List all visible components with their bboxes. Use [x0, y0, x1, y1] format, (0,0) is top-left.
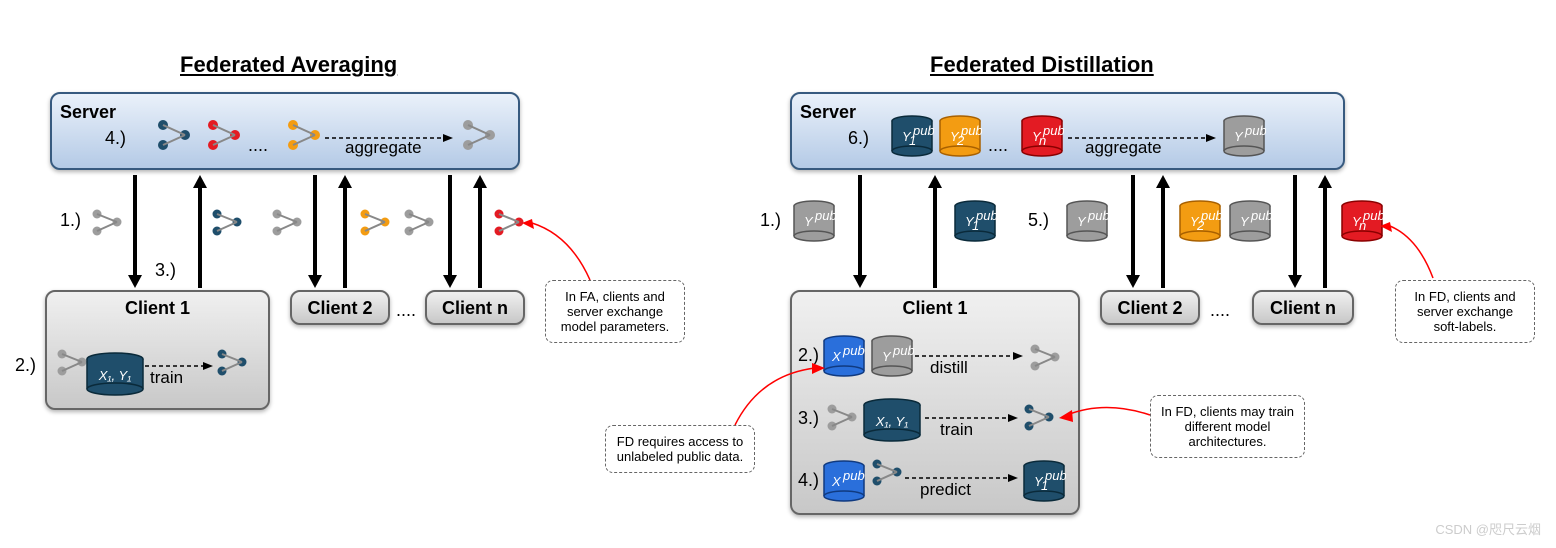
aggregate-label-right: aggregate: [1085, 138, 1162, 158]
svg-text:pub: pub: [960, 123, 982, 138]
note-fd-left: FD requires access to unlabeled public d…: [605, 425, 755, 473]
db-ypub-down-2: Ypub: [1065, 200, 1109, 244]
svg-text:X: X: [831, 474, 842, 489]
step-6-right: 6.): [848, 128, 869, 149]
dots-server-right: ....: [988, 135, 1008, 156]
net-icon-orange-c2: [358, 205, 393, 240]
svg-text:X: X: [831, 349, 842, 364]
note-fd-right: In FD, clients may train different model…: [1150, 395, 1305, 458]
db-y1pub-up: Y1pub: [953, 200, 997, 244]
svg-text:Y: Y: [882, 349, 892, 364]
client2-box-right: Client 2: [1100, 290, 1200, 325]
db-ypub-distill: Ypub: [870, 335, 914, 379]
client1-label-left: Client 1: [53, 298, 262, 319]
svg-text:pub: pub: [1200, 208, 1222, 223]
net-darkblue-train: [215, 345, 250, 380]
db-y1pub-predict: Y1pub: [1022, 460, 1066, 504]
step-4-right: 4.): [798, 470, 819, 491]
note-fd-top: In FD, clients and server exchange soft-…: [1395, 280, 1535, 343]
db-y2pub-up: Y2pub: [1178, 200, 1222, 244]
svg-text:pub: pub: [1042, 123, 1064, 138]
note-arrow-fa: [520, 215, 610, 285]
step-3-left: 3.): [155, 260, 176, 281]
db-xy-train-right: X₁, Y₁: [862, 398, 922, 442]
train-label-left: train: [150, 368, 183, 388]
aggregate-label-left: aggregate: [345, 138, 422, 158]
up-arrow-1-right: [920, 170, 950, 290]
dots-clients-right: ....: [1210, 300, 1230, 321]
distill-label: distill: [930, 358, 968, 378]
svg-text:pub: pub: [912, 123, 934, 138]
client1-label-right: Client 1: [798, 298, 1072, 319]
svg-text:pub: pub: [975, 208, 997, 223]
svg-text:pub: pub: [1044, 468, 1066, 483]
svg-text:pub: pub: [1087, 208, 1109, 223]
down-arrow-n-left: [435, 170, 465, 290]
step-5-right: 5.): [1028, 210, 1049, 231]
net-icon-darkblue: [155, 115, 195, 155]
svg-text:Y: Y: [1240, 214, 1250, 229]
svg-text:pub: pub: [892, 343, 914, 358]
step-1-right: 1.): [760, 210, 781, 231]
db-icon-y1pub-server: Y1pub: [890, 115, 934, 159]
client2-box-left: Client 2: [290, 290, 390, 325]
net-gray-train-right: [825, 400, 860, 435]
note-arrow-fd-right: [1055, 400, 1155, 435]
net-gray-distill: [1028, 340, 1063, 375]
svg-text:pub: pub: [814, 208, 836, 223]
client2-label-left: Client 2: [307, 298, 372, 318]
net-darkblue-predict: [870, 455, 905, 490]
db-ypub-down-1: Ypub: [792, 200, 836, 244]
watermark: CSDN @咫尺云烟: [1435, 519, 1541, 538]
client2-label-right: Client 2: [1117, 298, 1182, 318]
down-arrow-1-right: [845, 170, 875, 290]
net-icon-gray-c2: [270, 205, 305, 240]
dots-clients-left: ....: [396, 300, 416, 321]
up-arrow-2-left: [330, 170, 360, 290]
db-icon-xy: X₁, Y₁: [85, 352, 145, 396]
db-icon-ypub-server: Ypub: [1222, 115, 1266, 159]
svg-text:pub: pub: [842, 343, 865, 358]
svg-text:pub: pub: [842, 468, 865, 483]
up-arrow-2-right: [1148, 170, 1178, 290]
net-icon-darkblue-up: [210, 205, 245, 240]
db-icon-ynpub-server: Ynpub: [1020, 115, 1064, 159]
net-darkblue-train-right: [1022, 400, 1057, 435]
svg-text:pub: pub: [1250, 208, 1272, 223]
svg-text:pub: pub: [1244, 123, 1266, 138]
down-arrow-2-right: [1118, 170, 1148, 290]
svg-text:Y: Y: [1077, 214, 1087, 229]
net-icon-red: [205, 115, 245, 155]
predict-label: predict: [920, 480, 971, 500]
note-fa: In FA, clients and server exchange model…: [545, 280, 685, 343]
step-2-left: 2.): [15, 355, 36, 376]
note-arrow-fd-left: [730, 360, 830, 430]
clientn-label-left: Client n: [442, 298, 508, 318]
clientn-box-right: Client n: [1252, 290, 1354, 325]
net-icon-gray-cn: [402, 205, 437, 240]
net-icon-gray-down: [90, 205, 125, 240]
net-icon-gray-agg: [460, 115, 500, 155]
up-arrow-n-left: [465, 170, 495, 290]
down-arrow-n-right: [1280, 170, 1310, 290]
up-arrow-n-right: [1310, 170, 1340, 290]
dots-server-left: ....: [248, 135, 268, 156]
title-left: Federated Averaging: [180, 52, 397, 78]
svg-text:Y: Y: [804, 214, 814, 229]
db-icon-y2pub-server: Y2pub: [938, 115, 982, 159]
clientn-label-right: Client n: [1270, 298, 1336, 318]
db-label-xy-left: X₁, Y₁: [98, 368, 132, 383]
step-1-left: 1.): [60, 210, 81, 231]
net-icon-orange: [285, 115, 325, 155]
train-label-right: train: [940, 420, 973, 440]
db-xpub-predict: Xpub: [822, 460, 866, 504]
svg-text:X₁, Y₁: X₁, Y₁: [875, 414, 909, 429]
note-arrow-fd-top: [1378, 218, 1448, 283]
title-right: Federated Distillation: [930, 52, 1154, 78]
step-4-left: 4.): [105, 128, 126, 149]
db-ypub-down-n: Ypub: [1228, 200, 1272, 244]
svg-text:Y: Y: [1234, 129, 1244, 144]
clientn-box-left: Client n: [425, 290, 525, 325]
